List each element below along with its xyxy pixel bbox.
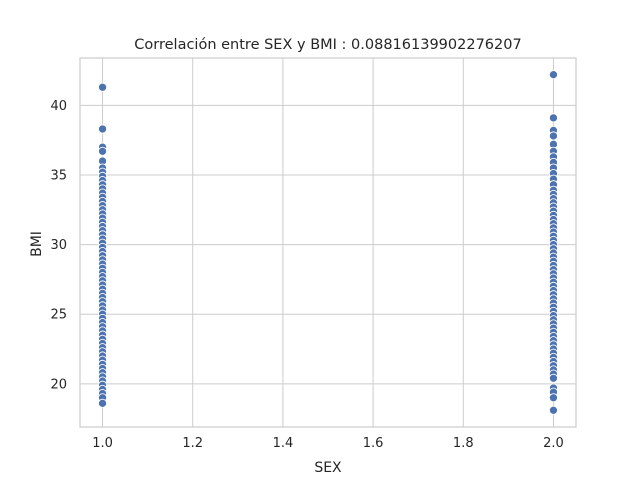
y-tick-label: 20 <box>50 377 67 392</box>
x-tick-labels: 1.0 1.2 1.4 1.6 1.8 2.0 <box>92 436 564 451</box>
scatter-point <box>548 70 559 80</box>
scatter-point <box>97 82 108 92</box>
y-tick-label: 40 <box>50 99 67 114</box>
x-axis-label: SEX <box>314 460 342 476</box>
x-tick-label: 1.2 <box>182 436 203 451</box>
plot-frame <box>79 57 577 428</box>
y-tick-label: 35 <box>50 168 67 183</box>
y-tick-label: 30 <box>50 238 67 253</box>
scatter-point <box>548 405 559 415</box>
scatter-point <box>97 398 108 408</box>
scatter-point <box>97 124 108 134</box>
data-points <box>97 70 559 415</box>
scatter-point <box>548 131 559 141</box>
scatter-point <box>548 393 559 403</box>
y-tick-labels: 20 25 30 35 40 <box>50 99 67 392</box>
x-tick-label: 1.0 <box>92 436 113 451</box>
scatter-point <box>548 113 559 123</box>
scatter-point <box>548 373 559 383</box>
x-tick-label: 2.0 <box>543 436 564 451</box>
x-tick-label: 1.8 <box>453 436 474 451</box>
x-tick-label: 1.6 <box>363 436 384 451</box>
y-axis-label: BMI <box>29 231 45 257</box>
x-tick-label: 1.4 <box>273 436 294 451</box>
scatter-point <box>97 146 108 156</box>
chart-title: Correlación entre SEX y BMI : 0.08816139… <box>134 37 521 53</box>
y-tick-label: 25 <box>50 308 67 323</box>
